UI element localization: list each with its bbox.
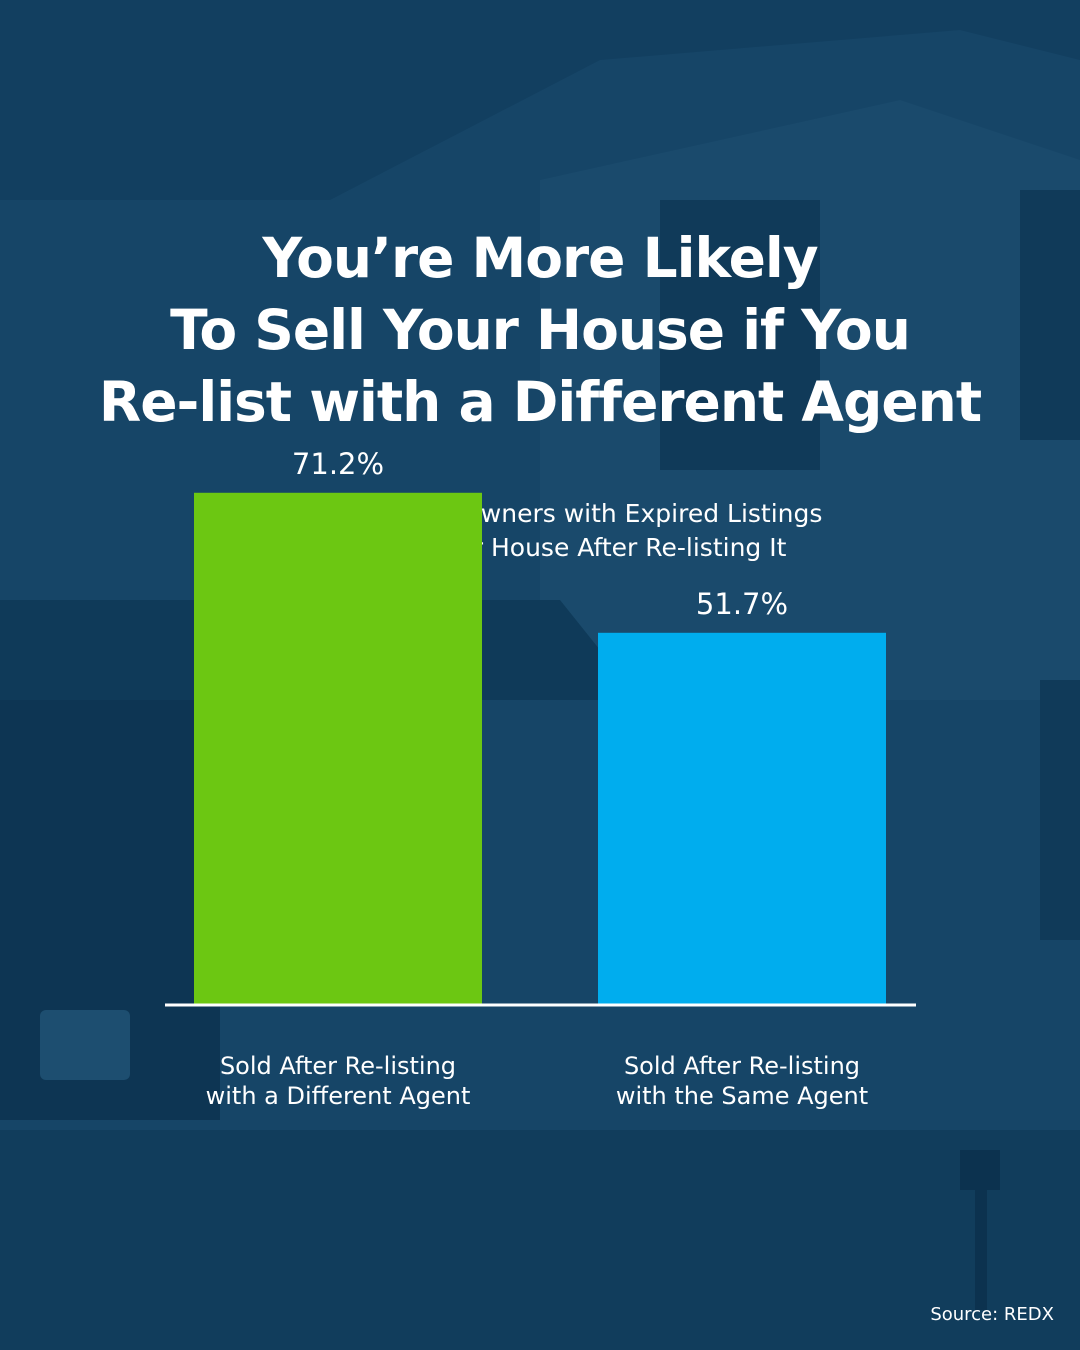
headline: You’re More Likely To Sell Your House if…: [40, 222, 1040, 438]
category-label: Sold After Re-listing with the Same Agent: [616, 1052, 868, 1110]
bar-same-agent: [598, 632, 886, 1004]
category-label-line: with a Different Agent: [206, 1082, 471, 1110]
source-credit: Source: REDX: [930, 1304, 1054, 1325]
category-label-line: with the Same Agent: [616, 1082, 868, 1110]
headline-line-1: You’re More Likely: [262, 226, 818, 290]
headline-line-2: To Sell Your House if You: [170, 298, 911, 362]
category-label-line: Sold After Re-listing: [624, 1052, 860, 1080]
bar-value-label: 51.7%: [696, 587, 788, 621]
category-label: Sold After Re-listing with a Different Ag…: [206, 1052, 471, 1110]
bar-different-agent: [194, 492, 482, 1004]
bar-value-label: 71.2%: [292, 447, 384, 481]
headline-line-3: Re-list with a Different Agent: [98, 370, 982, 434]
category-label-line: Sold After Re-listing: [220, 1052, 456, 1080]
